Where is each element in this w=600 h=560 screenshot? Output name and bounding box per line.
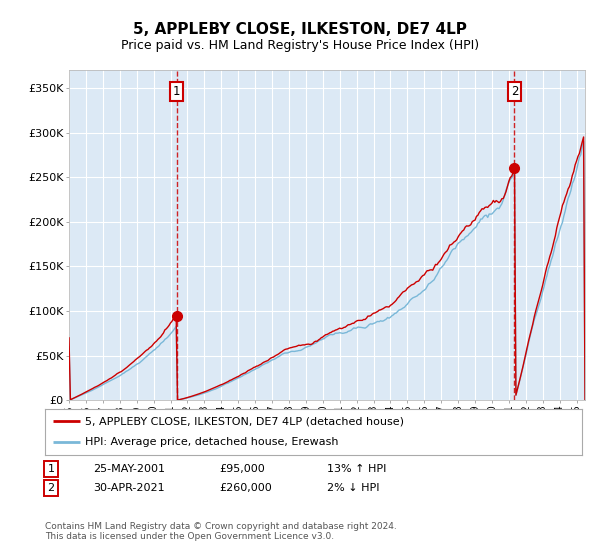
Text: £260,000: £260,000 bbox=[219, 483, 272, 493]
Text: 25-MAY-2001: 25-MAY-2001 bbox=[93, 464, 165, 474]
Text: 2% ↓ HPI: 2% ↓ HPI bbox=[327, 483, 380, 493]
Text: Price paid vs. HM Land Registry's House Price Index (HPI): Price paid vs. HM Land Registry's House … bbox=[121, 39, 479, 52]
Text: £95,000: £95,000 bbox=[219, 464, 265, 474]
Text: 2: 2 bbox=[511, 85, 518, 98]
Text: Contains HM Land Registry data © Crown copyright and database right 2024.
This d: Contains HM Land Registry data © Crown c… bbox=[45, 522, 397, 542]
Text: 5, APPLEBY CLOSE, ILKESTON, DE7 4LP: 5, APPLEBY CLOSE, ILKESTON, DE7 4LP bbox=[133, 22, 467, 38]
Text: 5, APPLEBY CLOSE, ILKESTON, DE7 4LP (detached house): 5, APPLEBY CLOSE, ILKESTON, DE7 4LP (det… bbox=[85, 416, 404, 426]
Text: 1: 1 bbox=[47, 464, 55, 474]
Text: HPI: Average price, detached house, Erewash: HPI: Average price, detached house, Erew… bbox=[85, 437, 339, 447]
Text: 2: 2 bbox=[47, 483, 55, 493]
Text: 1: 1 bbox=[173, 85, 181, 98]
Text: 13% ↑ HPI: 13% ↑ HPI bbox=[327, 464, 386, 474]
Text: 30-APR-2021: 30-APR-2021 bbox=[93, 483, 164, 493]
